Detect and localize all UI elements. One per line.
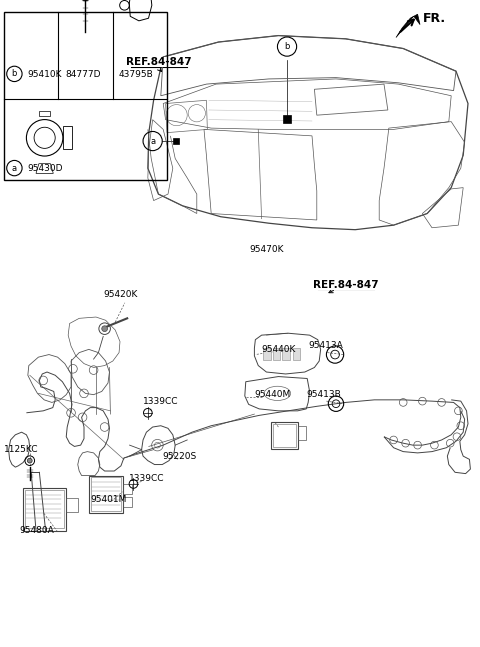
Bar — [91, 477, 121, 511]
Text: 95413B: 95413B — [306, 390, 341, 399]
Text: a: a — [12, 164, 17, 173]
Text: 95410K: 95410K — [27, 70, 61, 79]
Text: 1339CC: 1339CC — [129, 474, 164, 483]
Bar — [173, 138, 179, 144]
Bar — [283, 115, 291, 123]
Bar — [293, 348, 300, 360]
Circle shape — [102, 326, 108, 331]
Text: 95440K: 95440K — [262, 345, 296, 354]
Text: 43795B: 43795B — [119, 70, 153, 79]
Bar — [63, 126, 72, 149]
Text: 95413A: 95413A — [309, 341, 343, 350]
Bar — [39, 111, 50, 116]
Text: b: b — [12, 69, 17, 78]
Text: 95440M: 95440M — [254, 390, 291, 399]
Bar — [271, 422, 298, 449]
Bar — [123, 484, 132, 494]
Text: REF.84-847: REF.84-847 — [126, 57, 191, 67]
Bar — [66, 498, 78, 512]
Bar — [123, 497, 132, 507]
Text: 1125KC: 1125KC — [4, 445, 38, 454]
Text: a: a — [150, 137, 155, 146]
Text: 95470K: 95470K — [250, 245, 284, 254]
Circle shape — [27, 458, 32, 463]
Bar — [273, 424, 296, 447]
Text: REF.84-847: REF.84-847 — [313, 280, 378, 290]
Bar — [298, 426, 306, 440]
Text: 95220S: 95220S — [162, 452, 196, 461]
Bar — [23, 488, 66, 531]
Text: 95430D: 95430D — [27, 164, 62, 173]
Bar — [4, 12, 167, 180]
Bar — [282, 348, 290, 360]
Text: b: b — [284, 42, 290, 51]
Text: 1339CC: 1339CC — [143, 397, 179, 406]
Text: 84777D: 84777D — [65, 70, 101, 79]
Bar — [25, 490, 64, 528]
Bar — [89, 476, 123, 513]
Polygon shape — [396, 14, 420, 38]
Text: 95480A: 95480A — [19, 526, 54, 535]
Text: 95420K: 95420K — [103, 290, 138, 299]
Text: 95401M: 95401M — [90, 495, 127, 504]
Bar — [263, 348, 271, 360]
Bar — [273, 348, 280, 360]
Text: FR.: FR. — [423, 12, 446, 25]
